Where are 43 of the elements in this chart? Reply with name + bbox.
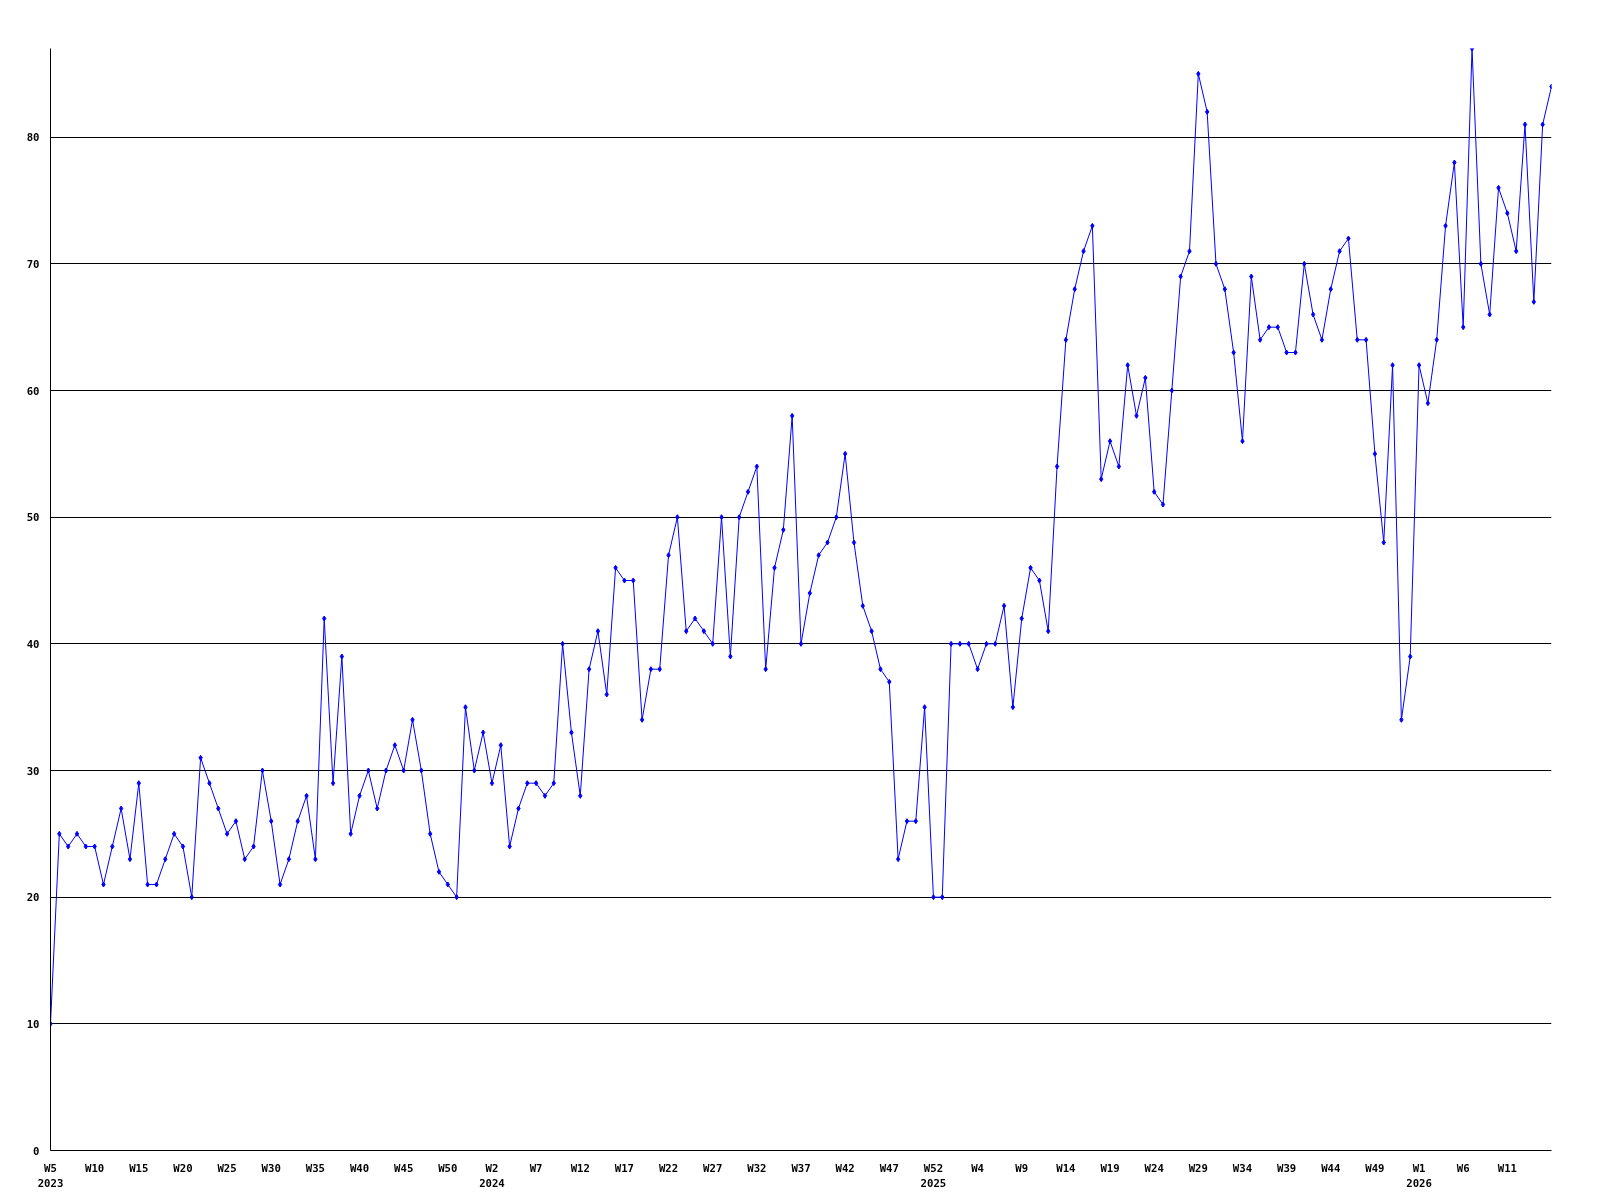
x-tick-label: W27 xyxy=(703,1161,723,1175)
x-tick-label: W42 xyxy=(835,1161,855,1175)
y-tick-label: 80 xyxy=(26,131,40,145)
x-tick-label: W2 2024 xyxy=(479,1161,505,1191)
x-tick-label: W34 xyxy=(1232,1161,1253,1175)
x-tick-label: W12 xyxy=(570,1161,590,1175)
x-tick-label: W32 xyxy=(747,1161,767,1175)
x-tick-label: W40 xyxy=(349,1161,370,1175)
x-tick-label: W35 xyxy=(305,1161,326,1175)
x-tick-label: W11 xyxy=(1497,1161,1517,1175)
x-tick-label: W7 xyxy=(529,1161,543,1175)
x-tick-label: W9 xyxy=(1015,1161,1029,1175)
x-tick-label: W6 xyxy=(1456,1161,1470,1175)
x-tick-label: W22 xyxy=(658,1161,679,1175)
x-tick-label: W20 xyxy=(173,1161,193,1175)
x-tick-label: W37 xyxy=(791,1161,811,1175)
x-tick-label: W49 xyxy=(1365,1161,1385,1175)
x-tick-label: W10 xyxy=(85,1161,105,1175)
x-tick-label: W25 xyxy=(217,1161,237,1175)
x-tick-label: W29 xyxy=(1188,1161,1208,1175)
y-tick-label: 70 xyxy=(26,257,40,271)
x-tick-label: W17 xyxy=(614,1161,635,1175)
x-tick-label: W4 xyxy=(971,1161,985,1175)
x-tick-label: W47 xyxy=(879,1161,899,1175)
x-tick-label: W45 xyxy=(394,1161,414,1175)
x-tick-label: W30 xyxy=(261,1161,281,1175)
x-tick-label: W39 xyxy=(1276,1161,1297,1175)
x-tick-label: W44 xyxy=(1321,1161,1341,1175)
y-tick-label: 50 xyxy=(26,511,40,525)
x-tick-label: W19 xyxy=(1100,1161,1120,1175)
y-tick-label: 40 xyxy=(26,637,40,651)
x-tick-label: W52 2025 xyxy=(920,1161,947,1191)
x-tick-label: W14 xyxy=(1056,1161,1076,1175)
y-tick-label: 10 xyxy=(26,1017,40,1031)
y-tick-label: 60 xyxy=(26,384,40,398)
x-tick-label: W5 2023 xyxy=(37,1161,64,1191)
y-tick-label: 0 xyxy=(33,1144,40,1158)
y-tick-label: 20 xyxy=(26,891,40,905)
x-tick-label: W50 xyxy=(438,1161,458,1175)
x-tick-label: W15 xyxy=(129,1161,149,1175)
x-tick-label: W24 xyxy=(1144,1161,1164,1175)
y-tick-label: 30 xyxy=(26,764,40,778)
x-tick-label: W1 2026 xyxy=(1406,1161,1432,1191)
